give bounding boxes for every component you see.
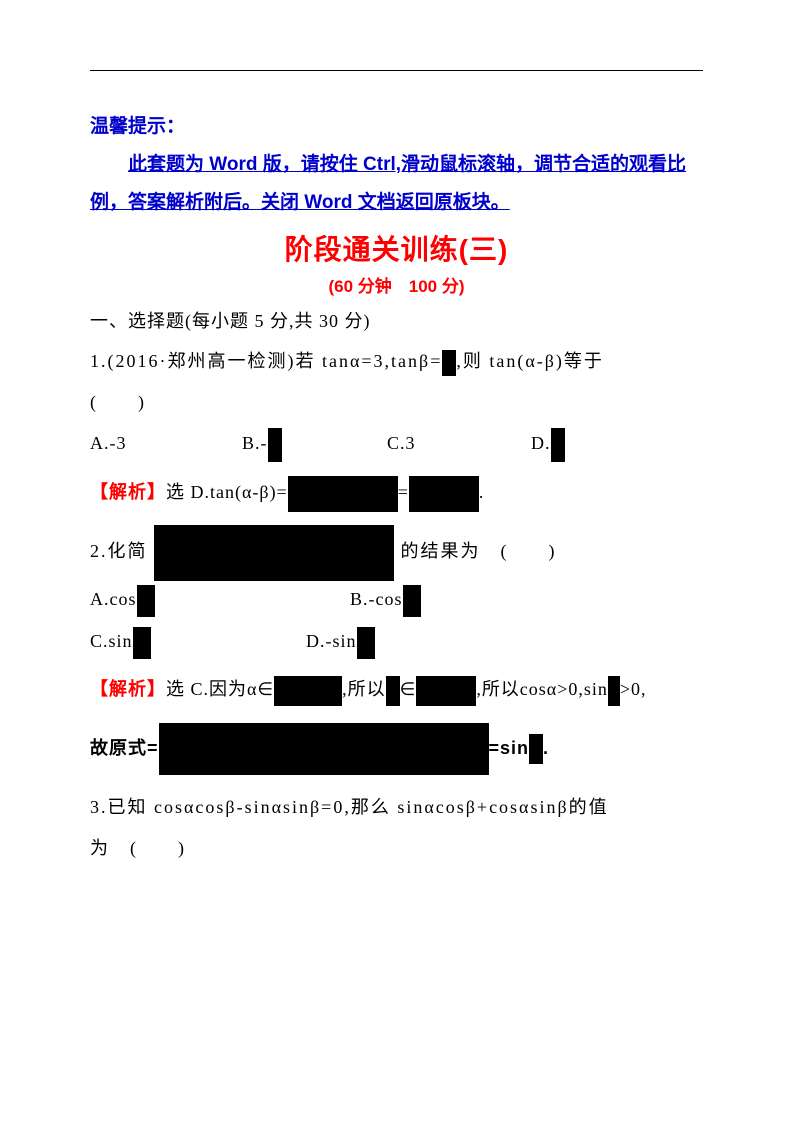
tip-body: 此套题为 Word 版，请按住 Ctrl,滑动鼠标滚轴，调节合适的观看比例，答案… [90, 146, 703, 222]
q2-optC: C.sin [90, 631, 133, 652]
q1-optC: C.3 [387, 433, 416, 454]
sub-title: (60 分钟 100 分) [90, 272, 703, 297]
q2-ans-d: ,所以cosα>0,sin [476, 679, 608, 699]
q3-stem-a: 3.已知 cosαcosβ-sinαsinβ=0,那么 sinαcosβ+cos… [90, 797, 609, 817]
formula-placeholder [386, 676, 400, 706]
q1-ans-c: . [479, 482, 485, 502]
formula-placeholder [133, 627, 151, 659]
q1-answer: 【解析】选 D.tan(α-β)= =. [90, 472, 703, 513]
q2-ans2-a: 故原式= [90, 737, 159, 757]
q2-ans2-c: . [543, 737, 549, 757]
q1-options: A.-3 B.- C.3 D. [90, 428, 703, 462]
formula-placeholder [274, 676, 342, 706]
q2-answer-line1: 【解析】选 C.因为α∈ ,所以 ∈ ,所以cosα>0,sin >0, [90, 669, 703, 710]
q2-ans2-b: =sin [489, 737, 530, 757]
formula-placeholder [403, 585, 421, 617]
q2-ans-a: 选 C.因为α∈ [166, 679, 274, 699]
q2-answer-line2: 故原式= =sin. [90, 723, 703, 775]
section-1-heading: 一、选择题(每小题 5 分,共 30 分) [90, 307, 703, 333]
formula-placeholder [551, 428, 565, 462]
q1-optB: B.- [242, 433, 268, 454]
q1-optD: D. [531, 433, 551, 454]
answer-label: 【解析】 [90, 679, 166, 699]
q2-ans-e: >0, [620, 679, 647, 699]
formula-placeholder [137, 585, 155, 617]
q3-stem: 3.已知 cosαcosβ-sinαsinβ=0,那么 sinαcosβ+cos… [90, 787, 703, 870]
q1-ans-a: 选 D.tan(α-β)= [166, 482, 288, 502]
q2-optB: B.-cos [350, 589, 403, 610]
q3-stem-b: 为 ( ) [90, 838, 186, 858]
q1-ans-b: = [398, 482, 409, 502]
q2-options-row2: C.sin D.-sin [90, 627, 703, 659]
q2-ans-b: ,所以 [342, 679, 386, 699]
q1-stem-a: 1.(2016·郑州高一检测)若 tanα=3,tanβ= [90, 351, 442, 371]
q2-stem: 2.化简 的结果为 ( ) [90, 525, 703, 581]
formula-placeholder [357, 627, 375, 659]
answer-label: 【解析】 [90, 482, 166, 502]
formula-placeholder [442, 350, 456, 376]
formula-placeholder [409, 476, 479, 512]
formula-placeholder [416, 676, 476, 706]
q1-paren: ( ) [90, 392, 146, 412]
formula-placeholder [608, 676, 620, 706]
q2-stem-a: 2.化简 [90, 541, 148, 561]
top-rule [90, 70, 703, 71]
q1-optA: A.-3 [90, 433, 127, 454]
formula-placeholder [154, 525, 394, 581]
q2-optD: D.-sin [306, 631, 357, 652]
main-title: 阶段通关训练(三) [90, 228, 703, 268]
formula-placeholder [268, 428, 282, 462]
formula-placeholder [529, 734, 543, 764]
q2-optA: A.cos [90, 589, 137, 610]
q2-stem-b: 的结果为 ( ) [401, 541, 557, 561]
q1-stem-b: ,则 tan(α-β)等于 [456, 351, 604, 371]
q1-stem: 1.(2016·郑州高一检测)若 tanα=3,tanβ= ,则 tan(α-β)… [90, 341, 703, 424]
tip-title: 温馨提示： [90, 111, 703, 138]
formula-placeholder [159, 723, 489, 775]
q2-options-row1: A.cos B.-cos [90, 585, 703, 617]
formula-placeholder [288, 476, 398, 512]
q2-ans-c: ∈ [400, 679, 417, 699]
